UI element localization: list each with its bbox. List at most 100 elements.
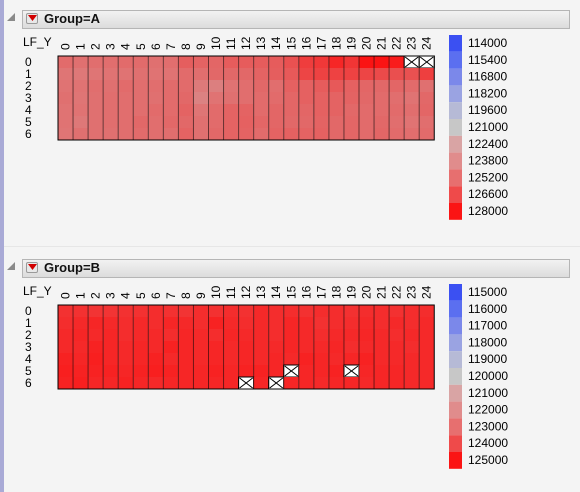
heatmap-cell — [73, 104, 89, 116]
heatmap-cell — [343, 56, 359, 68]
outline-header-group-a[interactable]: Group=A — [7, 10, 570, 30]
heatmap-cell — [374, 116, 390, 128]
red-triangle-menu-icon[interactable] — [26, 13, 38, 24]
heatmap-cell — [223, 353, 239, 365]
heatmap-frame — [57, 55, 435, 141]
outline-header-group-b[interactable]: Group=B — [7, 259, 570, 279]
heatmap-cell — [178, 104, 194, 116]
heatmap-cell — [88, 56, 104, 68]
heatmap-cell — [359, 68, 375, 80]
heatmap-cell — [73, 365, 89, 377]
heatmap-cell — [238, 341, 254, 353]
heatmap-cell — [238, 104, 254, 116]
heatmap-cell — [374, 353, 390, 365]
red-triangle-menu-icon[interactable] — [26, 262, 38, 273]
y-tick-label: 1 — [25, 67, 32, 81]
heatmap-cell — [298, 317, 314, 329]
heatmap-cell — [374, 317, 390, 329]
legend-swatch — [449, 68, 462, 86]
heatmap-cell — [178, 365, 194, 377]
heatmap-frame — [57, 304, 435, 390]
heatmap-cell — [389, 317, 405, 329]
heatmap-cell — [328, 329, 344, 341]
heatmap-cell — [313, 377, 329, 389]
heatmap-cell — [253, 329, 269, 341]
heatmap-cell — [283, 128, 299, 140]
heatmap-cell — [88, 128, 104, 140]
heatmap-cell — [238, 116, 254, 128]
heatmap-cell — [193, 353, 209, 365]
heatmap-cell — [238, 92, 254, 104]
heatmap-cell — [193, 68, 209, 80]
legend-swatch — [449, 51, 462, 69]
heatmap-cell — [178, 305, 194, 317]
heatmap-cell — [133, 317, 149, 329]
heatmap-cell — [253, 92, 269, 104]
heatmap-cell — [389, 116, 405, 128]
legend-value: 115000 — [468, 285, 507, 299]
heatmap-cell — [313, 341, 329, 353]
heatmap-cell — [58, 329, 74, 341]
x-tick-label: 22 — [390, 36, 404, 50]
x-tick-label: 11 — [224, 286, 238, 299]
x-tick-label: 17 — [314, 36, 328, 50]
heatmap-cell — [313, 92, 329, 104]
heatmap-cell — [283, 377, 299, 389]
legend-value: 119600 — [468, 103, 507, 117]
x-tick-label: 18 — [329, 36, 343, 50]
legend-value: 122400 — [468, 137, 508, 151]
heatmap-cell — [73, 305, 89, 317]
missing-cross — [344, 365, 359, 377]
x-tick-label: 6 — [149, 292, 163, 299]
heatmap-cell — [88, 104, 104, 116]
heatmap-cell — [133, 68, 149, 80]
heatmap-cell — [148, 128, 164, 140]
x-tick-label: 1 — [74, 43, 88, 50]
heatmap-cell — [223, 104, 239, 116]
heatmap-cell — [343, 104, 359, 116]
heatmap-cell — [118, 305, 134, 317]
x-tick-label: 19 — [344, 285, 358, 299]
heatmap-cell — [163, 92, 179, 104]
heatmap-cell — [298, 80, 314, 92]
heatmap-cell — [148, 116, 164, 128]
heatmap-cell — [73, 56, 89, 68]
heatmap-cell — [298, 92, 314, 104]
legend-value: 114000 — [468, 36, 507, 50]
heatmap-cell — [118, 353, 134, 365]
heatmap-cell — [253, 365, 269, 377]
heatmap-cell — [343, 329, 359, 341]
heatmap-cell — [208, 377, 224, 389]
x-tick-label: 7 — [164, 43, 178, 50]
heatmap-cell — [359, 365, 375, 377]
heatmap-cell — [253, 377, 269, 389]
disclosure-triangle-icon[interactable] — [7, 262, 15, 270]
heatmap-cell — [404, 329, 420, 341]
heatmap-cell — [178, 353, 194, 365]
heatmap-cell — [328, 56, 344, 68]
x-tick-label: 4 — [119, 43, 133, 50]
heatmap-cell — [328, 377, 344, 389]
x-tick-label: 8 — [179, 292, 193, 299]
legend-value: 123000 — [468, 419, 508, 433]
heatmap-cell — [133, 329, 149, 341]
heatmap-cell — [58, 104, 74, 116]
missing-cross — [269, 377, 284, 389]
heatmap-cell — [73, 353, 89, 365]
x-tick-label: 0 — [59, 292, 73, 299]
disclosure-triangle-icon[interactable] — [7, 13, 15, 21]
y-tick-label: 5 — [25, 364, 32, 378]
heatmap-cell — [268, 80, 284, 92]
heatmap-cell — [359, 317, 375, 329]
heatmap-cell — [374, 329, 390, 341]
heatmap-cell — [118, 116, 134, 128]
heatmap-cell — [343, 341, 359, 353]
heatmap-cell — [223, 68, 239, 80]
heatmap-cell — [148, 341, 164, 353]
heatmap-cell — [148, 353, 164, 365]
legend-swatch — [449, 368, 462, 385]
heatmap-cell — [223, 128, 239, 140]
heatmap-cell — [103, 341, 119, 353]
heatmap-cell — [178, 56, 194, 68]
window-left-edge — [0, 0, 4, 492]
